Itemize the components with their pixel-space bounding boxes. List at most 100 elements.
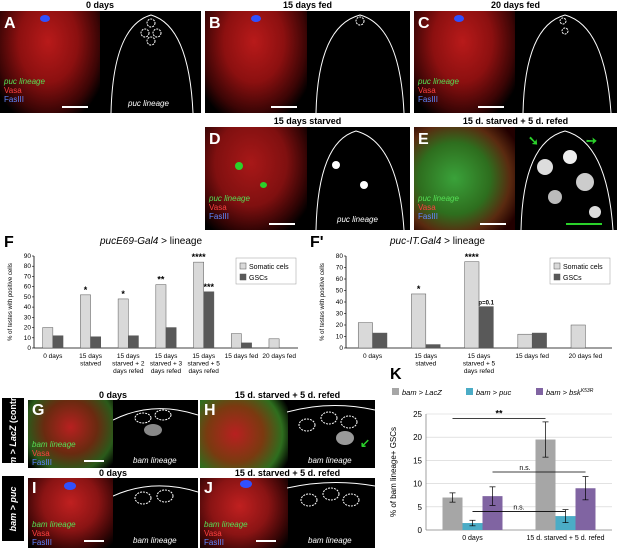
panel-c-outline	[522, 14, 612, 113]
significance-label: ***	[204, 282, 215, 292]
y-axis-label: % of bam lineage+ GSCs	[389, 427, 398, 517]
legend-lineage: bam lineage	[32, 440, 76, 449]
bar-somatic	[517, 333, 533, 349]
x-tick-label: 20 days fed	[569, 353, 603, 360]
panel-d-letter: D	[209, 131, 221, 148]
significance-label: n.s.	[519, 465, 530, 472]
panel-b-title: 15 days fed	[282, 0, 333, 10]
panel-d-outline	[315, 130, 405, 230]
x-tick-label: 20 days fed	[262, 353, 296, 360]
legend-swatch	[553, 273, 561, 281]
legend-label: bam > bskK53R	[546, 388, 594, 397]
y-tick-label: 25	[413, 410, 422, 419]
panel-j-title: 15 d. starved + 5 d. refed	[234, 468, 341, 478]
panel-k-letter: K	[390, 366, 402, 383]
panel-f2-title: puc-IT.Gal4 > lineage	[390, 236, 485, 247]
bar-lacz	[442, 497, 463, 530]
panel-b-outline	[315, 14, 405, 113]
bar-lacz	[535, 439, 556, 530]
panel-e-legend: puc lineage Vasa FasIII	[418, 194, 459, 221]
panel-c-scale-bar	[478, 106, 504, 108]
panel-j-lineage-label: bam lineage	[308, 536, 352, 545]
bar-somatic	[464, 261, 480, 349]
panel-d-lineage-cell	[260, 182, 267, 188]
legend-vasa: Vasa	[418, 86, 436, 95]
legend-fasiii: FasIII	[32, 538, 53, 547]
panel-d-lineage-label: puc lineage	[337, 215, 378, 224]
y-tick-label: 40	[336, 299, 344, 306]
panel-a-scale-bar	[62, 106, 88, 108]
legend-vasa: Vasa	[4, 86, 22, 95]
y-tick-label: 20	[413, 433, 422, 442]
y-tick-label: 40	[24, 304, 32, 311]
y-tick-label: 60	[336, 276, 344, 283]
panel-i-fasiii-hub	[64, 482, 76, 490]
significance-label: p=0.1	[478, 301, 494, 307]
bar-somatic	[80, 294, 91, 349]
x-tick-label: 15 days fed	[515, 353, 549, 360]
panel-b: B	[205, 11, 410, 113]
legend-label: GSCs	[249, 275, 268, 282]
panel-a-legend: puc lineage Vasa FasIII	[4, 77, 45, 104]
x-tick-label: 0 days	[363, 353, 383, 360]
y-tick-label: 90	[24, 253, 32, 260]
panel-e-letter: E	[418, 131, 429, 148]
panel-f2-letter: F'	[310, 234, 324, 251]
row-label-puc: bam > puc	[2, 476, 24, 541]
bar-puc	[462, 523, 483, 530]
panel-i: I bam lineage Vasa FasIII bam lineage	[28, 478, 198, 548]
legend-swatch	[239, 262, 247, 270]
bar-somatic	[155, 284, 167, 349]
panel-e-fluorescence	[414, 127, 515, 230]
row-label-lacz: bam > LacZ (control)	[2, 386, 24, 475]
panel-b-fluorescence	[205, 11, 307, 113]
bar-gsc	[128, 335, 139, 349]
panel-e: E puc lineage Vasa FasIII ➘ ➙	[414, 127, 617, 230]
bar-somatic	[42, 327, 54, 349]
panel-g-scale-bar	[84, 460, 104, 462]
panel-j: J bam lineage Vasa FasIII bam lineage	[200, 478, 375, 548]
legend-lineage: puc lineage	[4, 77, 45, 86]
y-tick-label: 30	[336, 311, 344, 318]
panel-g-fluorescence	[28, 400, 113, 468]
significance-label: *	[121, 289, 125, 299]
panel-c-fluorescence	[414, 11, 515, 113]
bar-bsk	[482, 496, 503, 530]
x-tick-label: 15 days starved + 2 days refed	[112, 353, 145, 375]
bar-somatic	[357, 322, 373, 349]
x-tick-label: 0 days	[462, 535, 483, 542]
panel-b-letter: B	[209, 15, 221, 32]
bar-gsc	[203, 291, 215, 349]
bar-gsc	[90, 336, 102, 349]
x-tick-label: 0 days	[43, 353, 63, 360]
legend-swatch	[392, 388, 399, 395]
legend-vasa: Vasa	[209, 203, 227, 212]
chart-f: % of testes with positive cells 0 10 20 30 40…	[8, 252, 298, 375]
panel-i-letter: I	[32, 480, 37, 497]
legend-fasiii: FasIII	[209, 212, 230, 221]
panel-a-title: 0 days	[85, 0, 115, 10]
y-tick-label: 20	[336, 322, 344, 329]
y-tick-label: 30	[24, 314, 32, 321]
legend-fasiii: FasIII	[32, 458, 53, 467]
panel-d-fluorescence	[205, 127, 307, 230]
chart-k: % of bam lineage+ GSCs 0 5 10 15 20 25 0 days 15…	[389, 388, 612, 542]
panel-e-title: 15 d. starved + 5 d. refed	[462, 116, 569, 126]
panel-h-arrow-icon: ↙	[360, 436, 371, 450]
significance-label: ****	[465, 252, 480, 262]
bar-somatic	[193, 261, 204, 349]
legend-label: bam > LacZ	[402, 388, 442, 397]
y-tick-label: 10	[336, 334, 344, 341]
panel-j-fasiii-hub	[240, 480, 252, 488]
panel-h-letter: H	[204, 402, 216, 419]
legend-lineage: puc lineage	[418, 77, 459, 86]
y-tick-label: 0	[27, 345, 31, 352]
y-tick-label: 5	[418, 503, 423, 512]
bar-somatic	[411, 293, 427, 349]
legend-lineage: puc lineage	[418, 194, 459, 203]
y-tick-label: 80	[24, 263, 32, 270]
legend-lineage: puc lineage	[209, 194, 250, 203]
legend-lineage: bam lineage	[32, 520, 76, 529]
legend-vasa: Vasa	[204, 529, 222, 538]
panel-g-legend: bam lineage Vasa FasIII	[32, 440, 76, 467]
